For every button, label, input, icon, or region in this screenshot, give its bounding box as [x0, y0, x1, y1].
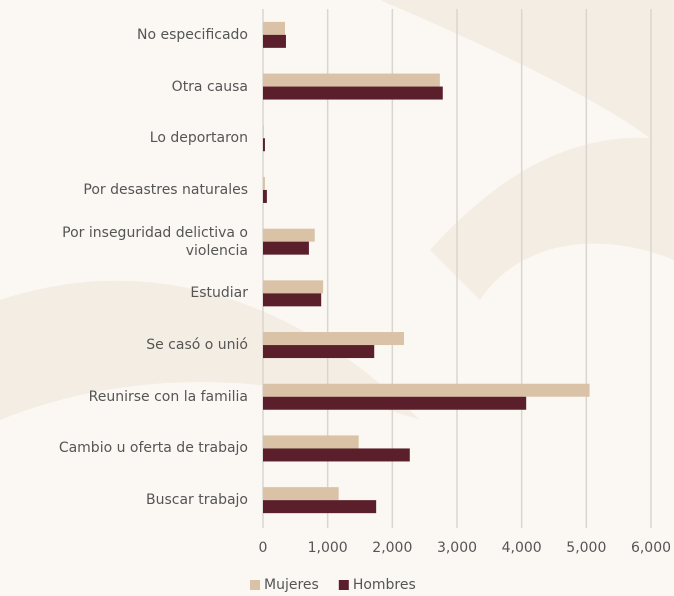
y-tick-label: Por desastres naturales	[4, 181, 248, 199]
bar	[263, 35, 286, 48]
x-tick-label: 0	[259, 540, 268, 556]
bar	[263, 229, 315, 242]
bar	[263, 397, 526, 410]
x-tick-label: 5,000	[566, 540, 606, 556]
bar	[263, 138, 265, 151]
y-tick-label: Se casó o unió	[4, 336, 248, 354]
y-tick-label: Cambio u oferta de trabajo	[4, 439, 248, 457]
bar	[263, 74, 440, 87]
bar	[263, 448, 410, 461]
y-tick-label: Otra causa	[4, 78, 248, 96]
x-tick-label: 2,000	[372, 540, 412, 556]
x-tick-label: 3,000	[437, 540, 477, 556]
bar	[263, 177, 265, 190]
x-tick-label: 4,000	[502, 540, 542, 556]
page: {"chart_data": {"type": "hbar", "categor…	[0, 0, 674, 596]
bar	[263, 487, 339, 500]
bar	[263, 280, 323, 293]
bar	[263, 293, 321, 306]
bar	[263, 190, 267, 203]
bar	[263, 87, 443, 100]
y-tick-label: Estudiar	[4, 284, 248, 302]
legend-swatch	[339, 580, 349, 590]
x-tick-label: 6,000	[631, 540, 671, 556]
y-tick-label: Buscar trabajo	[4, 491, 248, 509]
bar	[263, 242, 309, 255]
legend-label: Hombres	[353, 577, 416, 593]
bar	[263, 125, 264, 138]
y-tick-label: No especificado	[4, 26, 248, 44]
y-tick-label: Reunirse con la familia	[4, 388, 248, 406]
bar	[263, 500, 376, 513]
bar	[263, 332, 404, 345]
bar	[263, 384, 590, 397]
legend-label: Mujeres	[264, 577, 319, 593]
bar	[263, 435, 359, 448]
y-tick-label: Lo deportaron	[4, 129, 248, 147]
bar	[263, 345, 374, 358]
bar	[263, 22, 285, 35]
background-shape	[430, 138, 674, 300]
x-tick-label: 1,000	[308, 540, 348, 556]
legend-swatch	[250, 580, 260, 590]
y-tick-label: Por inseguridad delictiva o violencia	[4, 224, 248, 260]
